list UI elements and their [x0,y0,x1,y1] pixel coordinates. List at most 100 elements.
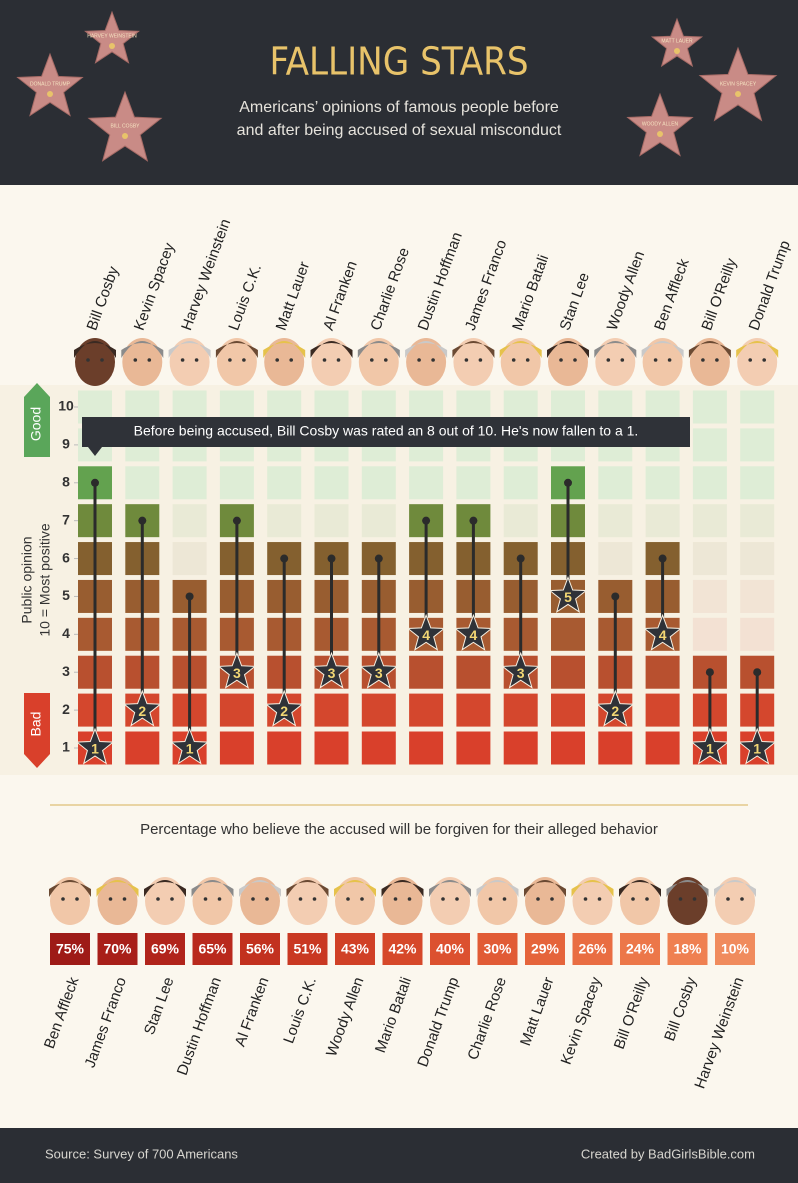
cell [598,542,633,576]
after-star [406,613,446,651]
y-tick-label: 7 [62,511,70,527]
face [169,338,210,386]
cell [551,655,585,689]
footer-band [0,1128,798,1183]
cell [314,504,349,538]
annotation: Before being accused, Bill Cosby was rat… [134,423,639,439]
walk-star [16,52,84,117]
eye [441,897,445,901]
walk-star-name: DONALD TRUMP [30,81,71,87]
face [50,877,90,925]
value-label: 40% [436,941,465,957]
face [97,877,138,925]
walk-star-emblem [657,131,663,137]
before-dot [611,592,620,601]
after-label: 1 [706,741,714,757]
eye [61,897,65,901]
cell [456,466,491,500]
cell [361,466,396,500]
after-label: 5 [564,589,572,605]
eye [488,897,493,901]
cell [314,731,349,765]
cell [361,693,396,727]
before-dot [564,478,572,487]
after-label: 3 [375,665,383,681]
cell [219,466,254,500]
after-label: 4 [422,627,430,643]
face [264,338,305,386]
eye [265,897,269,901]
hair [641,341,684,358]
cell [172,504,207,538]
eye [370,358,374,362]
face [689,338,730,386]
value-label: 51% [293,941,322,957]
cell [551,693,585,727]
cell [692,390,727,424]
value-tile [430,933,470,965]
hair [215,341,258,358]
hair [286,880,329,897]
hair [452,341,495,358]
face [642,338,683,386]
y-tick-label: 4 [62,625,70,641]
eye [620,358,625,362]
before-dot [327,554,336,563]
walk-star-name: WOODY ALLEN [642,121,679,127]
eye [667,358,672,362]
cell [409,655,444,689]
eye [715,358,719,362]
hair [74,341,116,358]
hair [547,341,589,358]
subtitle: Americans’ opinions of famous people bef… [239,99,559,116]
eye [122,897,127,901]
value-tile [97,933,138,965]
hair [688,341,731,358]
value-label: 10% [721,941,750,957]
value-label: 70% [103,941,132,957]
after-star [359,651,399,689]
eye [692,897,697,901]
hair [499,341,542,358]
eye [748,358,752,362]
walk-star-name: BILL COSBY [111,123,141,129]
face [525,877,565,925]
face [548,338,588,386]
hair [524,880,566,897]
cell [645,731,680,765]
annotation-pointer [88,447,102,456]
value-tile [620,933,660,965]
face [192,877,233,925]
eye [275,358,280,362]
hair [476,880,519,897]
after-label: 4 [659,627,667,643]
face [358,338,399,386]
walk-star [650,17,704,68]
value-tile [335,933,375,965]
cell [503,731,538,765]
cell [267,504,302,538]
face [667,877,708,925]
before-dot [138,516,147,525]
source: Source: Survey of 700 Americans [45,1146,238,1161]
eye [417,358,421,362]
eye [631,897,635,901]
y-tick-label: 1 [62,739,70,755]
hair [121,341,164,358]
after-star [737,727,777,765]
eye [194,358,199,362]
face [75,338,115,386]
after-label: 1 [91,741,99,757]
cell [740,617,775,651]
eye [559,358,563,362]
hair [96,880,139,897]
after-label: 2 [138,703,146,719]
face [216,338,257,386]
cell [361,504,396,538]
eye [464,358,469,362]
hair [357,341,400,358]
face [122,338,163,386]
walk-star-emblem [122,133,128,139]
eye [645,897,649,901]
